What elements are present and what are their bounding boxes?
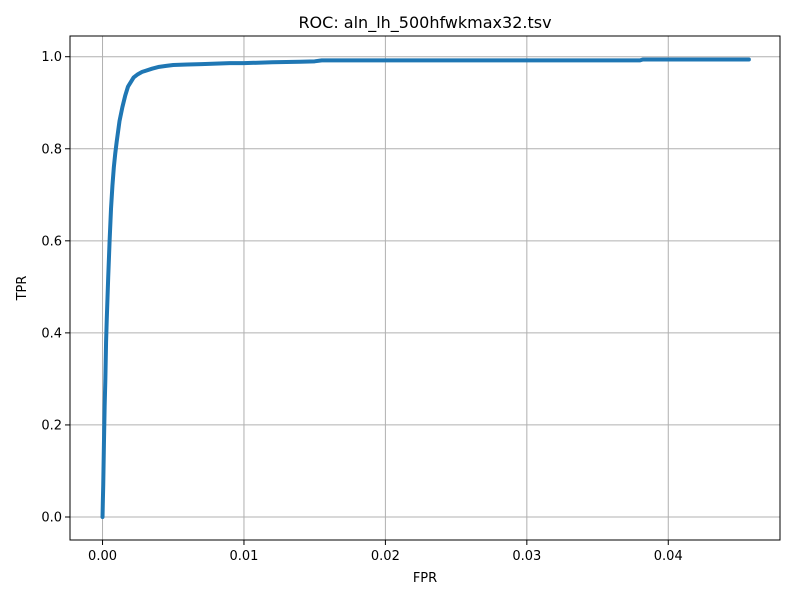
y-tick-label: 0.2: [41, 418, 62, 433]
x-tick-label: 0.00: [88, 549, 117, 564]
y-axis-ticks: 0.0 0.2 0.4 0.6 0.8 1.0: [41, 50, 70, 525]
y-tick-label: 0.8: [41, 142, 62, 157]
x-tick-label: 0.04: [654, 549, 683, 564]
x-tick-label: 0.02: [371, 549, 400, 564]
plot-area-frame: [69, 35, 781, 541]
roc-curve-line: [100, 57, 751, 519]
y-tick-label: 1.0: [41, 50, 62, 65]
y-tick-label: 0.0: [41, 510, 62, 525]
y-axis-label: TPR: [15, 276, 30, 302]
y-tick-label: 0.4: [41, 326, 62, 341]
y-gridlines: [70, 56, 780, 518]
x-axis-label: FPR: [413, 571, 437, 586]
x-tick-label: 0.01: [229, 549, 258, 564]
chart-title: ROC: aln_lh_500hfwkmax32.tsv: [298, 13, 551, 33]
y-tick-label: 0.6: [41, 234, 62, 249]
x-axis-ticks: 0.00 0.01 0.02 0.03 0.04: [88, 540, 683, 564]
x-tick-label: 0.03: [512, 549, 541, 564]
